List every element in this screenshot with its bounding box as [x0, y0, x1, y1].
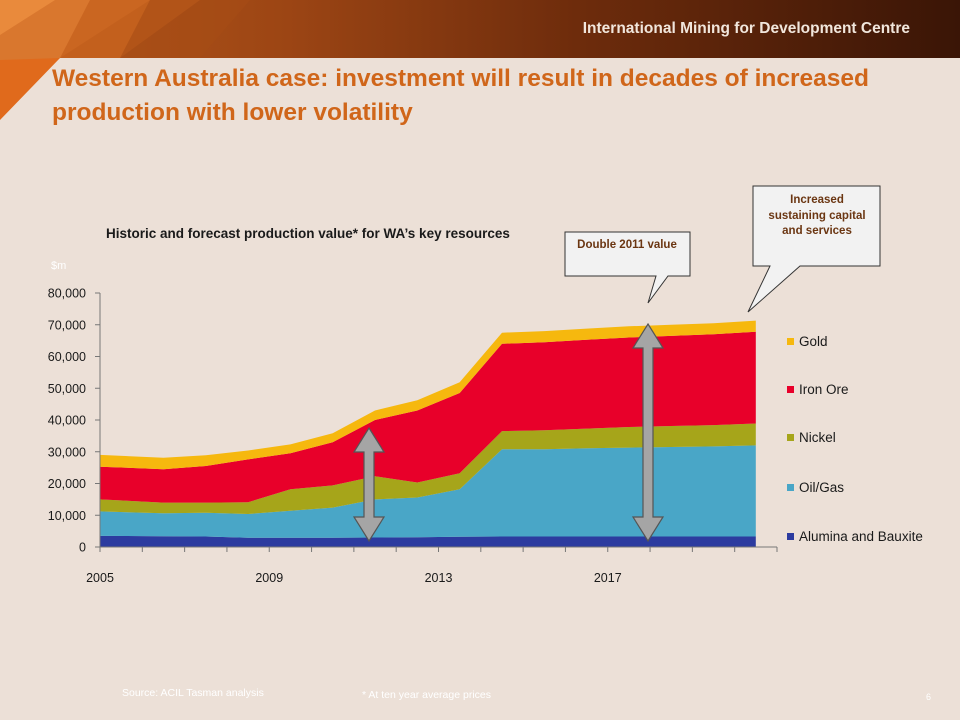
legend-label-nickel: Nickel	[799, 430, 836, 445]
y-tick-label: 80,000	[48, 287, 86, 301]
y-tick-label: 0	[79, 541, 86, 555]
legend: Gold Iron Ore Nickel Oil/Gas Alumina and Bau…	[787, 334, 923, 544]
area-alumina-and-bauxite	[100, 535, 756, 547]
callout-double-label: Double 2011 value	[577, 239, 677, 251]
source-note: Source: ACIL Tasman analysis	[122, 687, 264, 699]
y-tick-label: 50,000	[48, 382, 86, 396]
page-number: 6	[926, 692, 932, 702]
axes: 0 10,000 20,000 30,000 40,000 50,000 60,000 70,…	[48, 260, 778, 585]
callout-boxes	[564, 185, 881, 313]
legend-label-alumina-and-bauxite: Alumina and Bauxite	[799, 529, 923, 544]
y-tick-label: 70,000	[48, 318, 86, 332]
double-arrow-2017	[631, 322, 665, 543]
arrows	[352, 322, 665, 543]
org-name: International Mining for Development Cen…	[582, 20, 910, 37]
callout-sustaining-label: Increased sustaining capital and service…	[768, 194, 866, 237]
legend-swatch-alumina-and-bauxite	[787, 533, 794, 540]
legend-label-gold: Gold	[799, 334, 828, 349]
area-oil-gas	[100, 445, 756, 538]
legend-swatch-iron-ore	[787, 386, 794, 393]
header-decoration	[0, 0, 250, 120]
area-layers	[100, 320, 756, 547]
area-iron-ore	[100, 331, 756, 503]
y-tick-label: 20,000	[48, 477, 86, 491]
x-tick-label: 2013	[425, 571, 453, 585]
area-nickel	[100, 423, 756, 514]
x-tick-label: 2009	[255, 571, 283, 585]
legend-label-oil-gas: Oil/Gas	[799, 480, 844, 495]
legend-swatch-nickel	[787, 434, 794, 441]
y-tick-label: 10,000	[48, 509, 86, 523]
double-arrow-2011	[352, 426, 386, 543]
y-tick-label: 30,000	[48, 445, 86, 459]
slide-title: Western Australia case: investment will …	[52, 65, 869, 126]
chart-title: Historic and forecast production value* …	[106, 226, 510, 241]
x-tick-label: 2017	[594, 571, 622, 585]
callout-double-box	[564, 231, 691, 304]
legend-swatch-gold	[787, 338, 794, 345]
y-tick-label: 60,000	[48, 350, 86, 364]
legend-swatch-oil-gas	[787, 484, 794, 491]
x-tick-label: 2005	[86, 571, 114, 585]
y-tick-label: 40,000	[48, 414, 86, 428]
callout-sustaining-box	[747, 185, 881, 313]
y-axis-label: $m	[51, 260, 66, 272]
legend-label-iron-ore: Iron Ore	[799, 382, 849, 397]
footnote: * At ten year average prices	[362, 689, 491, 701]
